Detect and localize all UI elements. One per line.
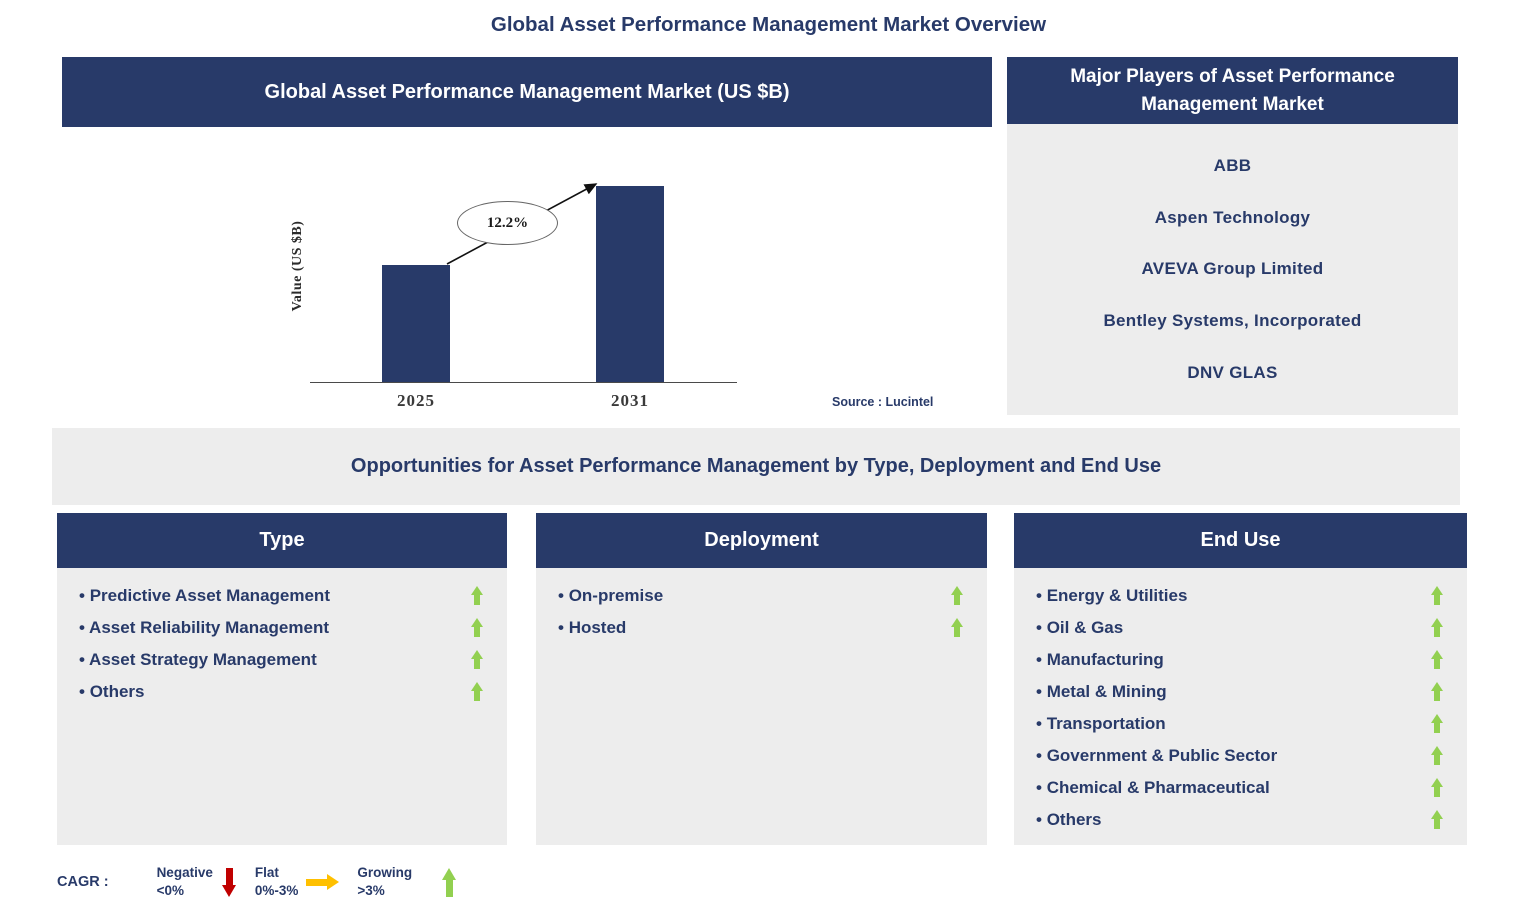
type-column-header: Type — [57, 513, 507, 568]
list-item: Metal & Mining — [1014, 676, 1467, 708]
up-arrow-icon — [951, 586, 963, 606]
item-label: On-premise — [558, 586, 663, 606]
bar-2031 — [596, 186, 664, 382]
legend-range: >3% — [357, 883, 385, 898]
item-label: Oil & Gas — [1036, 618, 1124, 638]
up-arrow-icon — [1431, 682, 1443, 702]
bar-chart: Value (US $B) 12.2% 2025 2031 Source : L… — [62, 127, 992, 423]
deployment-item-list: On-premise Hosted — [536, 568, 987, 845]
plot-area — [310, 147, 737, 383]
up-arrow-icon — [1431, 618, 1443, 638]
up-arrow-icon — [1431, 586, 1443, 606]
item-label: Government & Public Sector — [1036, 746, 1278, 766]
player-name: AVEVA Group Limited — [1141, 259, 1324, 279]
legend-name: Flat — [254, 864, 279, 880]
cagr-annotation: 12.2% — [457, 201, 558, 245]
up-arrow-icon — [471, 650, 483, 670]
up-arrow-icon — [442, 867, 457, 897]
bar-2025 — [382, 264, 450, 382]
end-use-column: End Use Energy & Utilities Oil & Gas Man… — [1014, 513, 1467, 845]
item-label: Metal & Mining — [1036, 682, 1167, 702]
up-arrow-icon — [1431, 810, 1443, 830]
cagr-legend: CAGR : Negative <0% Flat 0%-3% Growing >… — [57, 858, 475, 906]
item-label: Others — [1036, 810, 1102, 830]
players-list: ABB Aspen Technology AVEVA Group Limited… — [1007, 124, 1458, 415]
legend-text: Negative <0% — [157, 864, 213, 900]
type-column: Type Predictive Asset Management Asset R… — [57, 513, 507, 845]
legend-item-growing: Growing >3% — [357, 864, 457, 900]
source-note: Source : Lucintel — [832, 395, 934, 409]
player-name: DNV GLAS — [1187, 363, 1278, 383]
down-arrow-icon — [221, 867, 237, 897]
y-axis-label: Value (US $B) — [290, 220, 305, 312]
item-label: Chemical & Pharmaceutical — [1036, 778, 1270, 798]
up-arrow-icon — [471, 618, 483, 638]
legend-name: Growing — [357, 864, 413, 880]
legend-name: Negative — [156, 864, 213, 880]
page-title: Global Asset Performance Management Mark… — [490, 13, 1047, 36]
up-arrow-icon — [1431, 778, 1443, 798]
up-arrow-icon — [1431, 714, 1443, 734]
item-label: Transportation — [1036, 714, 1166, 734]
chart-panel-header: Global Asset Performance Management Mark… — [62, 57, 992, 127]
legend-range: <0% — [156, 883, 184, 898]
players-panel-header: Major Players of Asset Performance Manag… — [1007, 57, 1458, 124]
list-item: Manufacturing — [1014, 644, 1467, 676]
list-item: Others — [57, 676, 507, 708]
list-item: Predictive Asset Management — [57, 580, 507, 612]
up-arrow-icon — [1431, 746, 1443, 766]
list-item: Transportation — [1014, 708, 1467, 740]
list-item: Asset Reliability Management — [57, 612, 507, 644]
chart-panel-title: Global Asset Performance Management Mark… — [264, 80, 790, 103]
list-item: Oil & Gas — [1014, 612, 1467, 644]
type-item-list: Predictive Asset Management Asset Reliab… — [57, 568, 507, 845]
item-label: Asset Strategy Management — [79, 650, 317, 670]
player-name: Aspen Technology — [1154, 207, 1311, 227]
player-name: ABB — [1213, 155, 1252, 175]
item-label: Energy & Utilities — [1036, 586, 1188, 606]
item-label: Manufacturing — [1036, 650, 1164, 670]
end-use-item-list: Energy & Utilities Oil & Gas Manufacturi… — [1014, 568, 1467, 845]
legend-range: 0%-3% — [254, 883, 299, 898]
up-arrow-icon — [471, 586, 483, 606]
list-item: Others — [1014, 804, 1467, 836]
cagr-value: 12.2% — [486, 214, 529, 231]
legend-text: Growing >3% — [357, 864, 412, 900]
list-item: Chemical & Pharmaceutical — [1014, 772, 1467, 804]
legend-text: Flat 0%-3% — [255, 864, 299, 900]
x-tick-2031: 2031 — [611, 391, 649, 410]
up-arrow-icon — [1431, 650, 1443, 670]
list-item: Energy & Utilities — [1014, 580, 1467, 612]
list-item: Government & Public Sector — [1014, 740, 1467, 772]
item-label: Asset Reliability Management — [79, 618, 329, 638]
deployment-column-header: Deployment — [536, 513, 987, 568]
x-tick-2025: 2025 — [397, 391, 435, 410]
list-item: Asset Strategy Management — [57, 644, 507, 676]
player-name: Bentley Systems, Incorporated — [1103, 311, 1362, 331]
list-item: Hosted — [536, 612, 987, 644]
item-label: Hosted — [558, 618, 627, 638]
opportunities-band: Opportunities for Asset Performance Mana… — [52, 428, 1460, 505]
up-arrow-icon — [471, 682, 483, 702]
item-label: Predictive Asset Management — [79, 586, 330, 606]
legend-item-flat: Flat 0%-3% — [255, 864, 340, 900]
right-arrow-icon — [306, 873, 340, 891]
legend-title: CAGR : — [57, 874, 109, 890]
legend-item-negative: Negative <0% — [157, 864, 237, 900]
item-label: Others — [79, 682, 145, 702]
deployment-column: Deployment On-premise Hosted — [536, 513, 987, 845]
up-arrow-icon — [951, 618, 963, 638]
list-item: On-premise — [536, 580, 987, 612]
end-use-column-header: End Use — [1014, 513, 1467, 568]
opportunities-title: Opportunities for Asset Performance Mana… — [350, 455, 1162, 477]
